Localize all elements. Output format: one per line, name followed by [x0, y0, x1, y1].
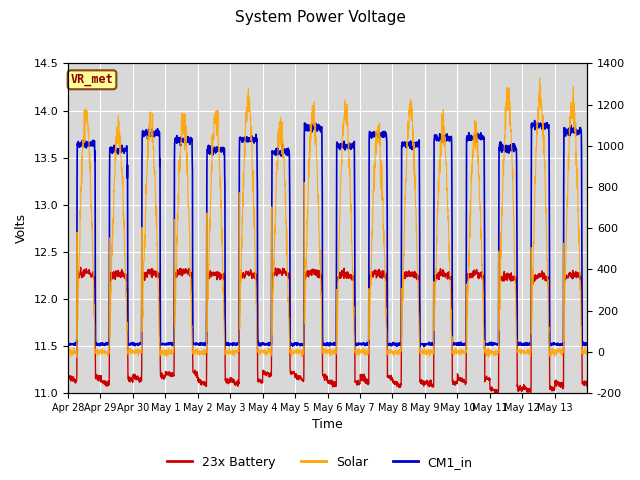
- Y-axis label: Volts: Volts: [15, 213, 28, 243]
- Text: VR_met: VR_met: [70, 73, 113, 86]
- X-axis label: Time: Time: [312, 419, 343, 432]
- Text: System Power Voltage: System Power Voltage: [235, 10, 405, 24]
- Legend: 23x Battery, Solar, CM1_in: 23x Battery, Solar, CM1_in: [163, 451, 477, 474]
